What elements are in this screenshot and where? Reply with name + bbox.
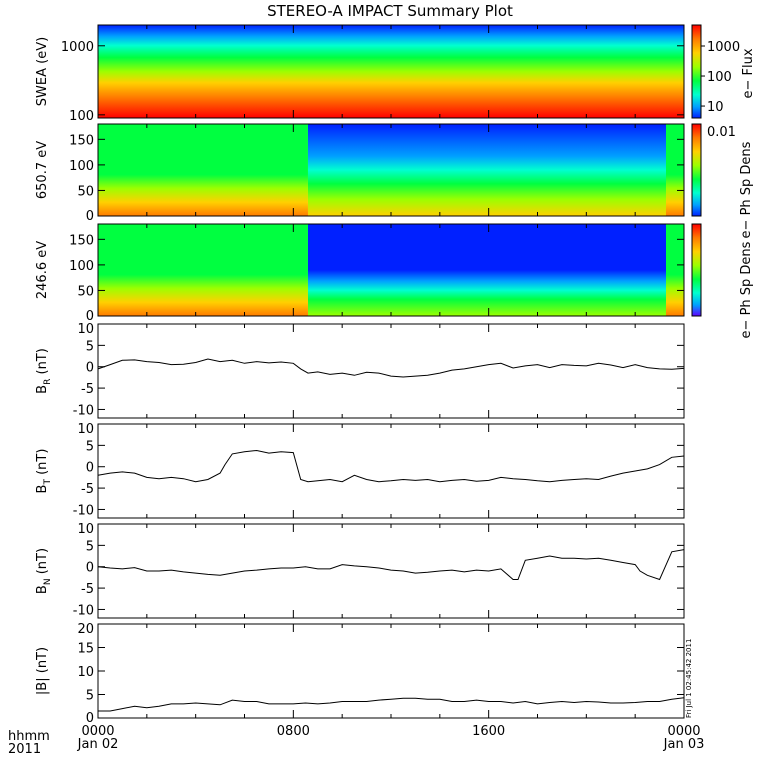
- y-tick-label: 100: [69, 259, 94, 274]
- y-axis-label: 246.6 eV: [35, 241, 50, 299]
- series-line: [97, 449, 685, 483]
- colorbar: [691, 24, 702, 119]
- y-axis-label: BR (nT): [35, 348, 53, 394]
- series-line: [97, 358, 685, 378]
- y-tick-label: 5: [86, 339, 94, 354]
- y-tick-label: 5: [86, 689, 94, 704]
- pad-spectrogram-fill-early: [98, 124, 308, 216]
- panel-frame: [97, 423, 685, 519]
- y-tick-label: 10: [77, 665, 94, 680]
- y-tick-label: -10: [73, 503, 94, 518]
- y-axis-label: SWEA (eV): [35, 37, 50, 106]
- swea-spectrogram-fill: [98, 25, 684, 118]
- y-tick-label: 5: [86, 539, 94, 554]
- y-tick-label: 150: [69, 133, 94, 148]
- y-tick-label: 150: [69, 233, 94, 248]
- y-axis-label: BN (nT): [35, 548, 53, 594]
- colorbar-tick-label: 1000: [707, 40, 740, 55]
- colorbar: [691, 123, 702, 217]
- series-line: [97, 549, 685, 581]
- y-tick-label: -10: [73, 603, 94, 618]
- series-line: [98, 697, 685, 712]
- y-axis-label: |B| (nT): [35, 647, 50, 695]
- plot-title: STEREO-A IMPACT Summary Plot: [267, 2, 513, 20]
- time-tick-label: 0000: [81, 724, 114, 739]
- date-tick-label: Jan 03: [663, 737, 705, 752]
- panel-frame: [97, 323, 685, 419]
- colorbar-tick-label: 0.01: [707, 125, 736, 140]
- pad-spectrogram-fill-end: [666, 124, 684, 216]
- y-tick-label: -5: [81, 582, 94, 597]
- y-tick-label: -10: [73, 403, 94, 418]
- pad-spectrogram-fill-end: [666, 224, 684, 316]
- time-tick-label: 1600: [472, 724, 505, 739]
- y-tick-label: 0: [86, 461, 94, 476]
- y-tick-label: 15: [77, 642, 94, 657]
- time-axis-row2-label: 2011: [8, 742, 41, 757]
- time-tick-label: 0800: [277, 724, 310, 739]
- y-tick-label: 10: [77, 322, 94, 337]
- y-tick-label: 0: [86, 309, 94, 324]
- y-tick-label: 100: [69, 159, 94, 174]
- y-tick-label: 10: [77, 522, 94, 537]
- y-tick-label: -5: [81, 382, 94, 397]
- pad-spectrogram-fill-late: [307, 224, 684, 316]
- timestamp-stamp: Fri Jul 1 02:45:42 2011: [685, 639, 693, 718]
- pad-spectrogram-fill-late: [307, 124, 684, 216]
- colorbar: [691, 223, 702, 317]
- y-tick-label: 0: [86, 209, 94, 224]
- colorbar-title: e− Ph Sp Dens: [739, 141, 754, 238]
- y-tick-label: 50: [77, 184, 94, 199]
- y-tick-label: 0: [86, 711, 94, 726]
- y-axis-label: 650.7 eV: [35, 141, 50, 199]
- colorbar-title: e− Ph Sp Dens: [739, 241, 754, 338]
- y-tick-label: 100: [69, 109, 94, 124]
- time-tick-label: 0000: [667, 724, 700, 739]
- y-tick-label: 0: [86, 361, 94, 376]
- time-axis-row1-label: hhmm: [8, 729, 50, 744]
- y-tick-label: 50: [77, 284, 94, 299]
- y-tick-label: 0: [86, 561, 94, 576]
- y-tick-label: 1000: [61, 40, 94, 55]
- y-tick-label: -5: [81, 482, 94, 497]
- date-tick-label: Jan 02: [77, 737, 119, 752]
- colorbar-tick-label: 100: [707, 70, 732, 85]
- colorbar-tick-label: 10: [707, 100, 724, 115]
- panel-frame: [97, 523, 685, 619]
- y-tick-label: 20: [77, 622, 94, 637]
- pad-spectrogram-fill-early: [98, 224, 308, 316]
- y-tick-label: 10: [77, 422, 94, 437]
- y-tick-label: 5: [86, 439, 94, 454]
- colorbar-title: e− Flux: [741, 48, 756, 98]
- y-axis-label: BT (nT): [35, 449, 53, 494]
